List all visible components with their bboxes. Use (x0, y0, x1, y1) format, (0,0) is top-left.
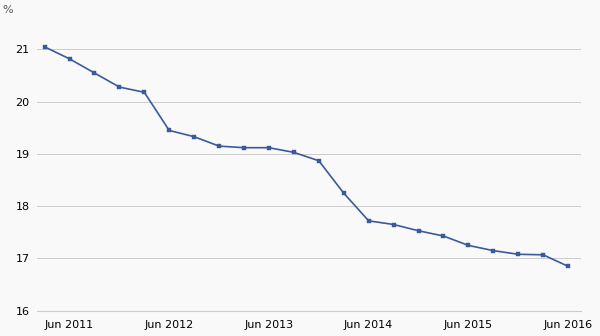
Text: %: % (2, 5, 13, 15)
